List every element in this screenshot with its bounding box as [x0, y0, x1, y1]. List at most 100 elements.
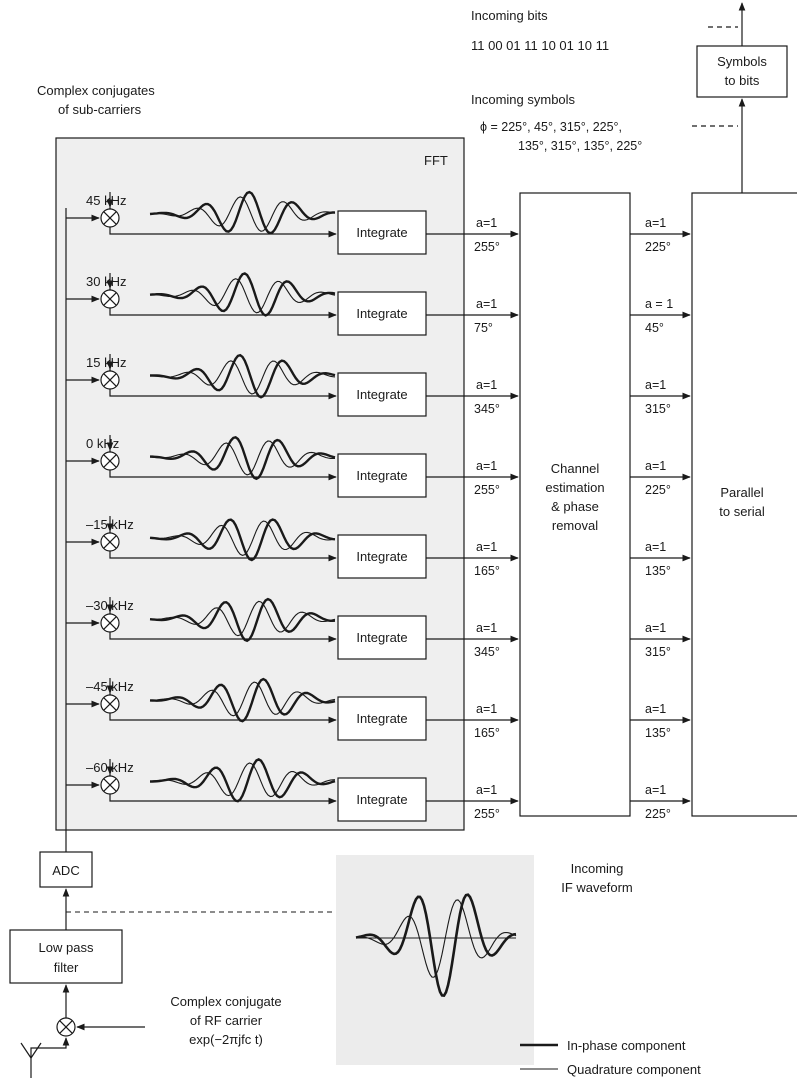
output-phase: 225°: [645, 240, 671, 254]
symbols-block-line-2: to bits: [725, 73, 760, 88]
antenna-icon: [20, 1042, 42, 1078]
mixer-output-line: [109, 632, 337, 643]
input-phase: 165°: [474, 726, 500, 740]
if-waveform-line-2: IF waveform: [561, 880, 633, 895]
phase-list-line-1: ϕ = 225°, 45°, 315°, 225°,: [480, 120, 622, 134]
input-amplitude: a=1: [476, 783, 497, 797]
in-phase-waveform: [150, 758, 336, 803]
input-phase: 255°: [474, 807, 500, 821]
quadrature-waveform: [149, 196, 336, 232]
mixer-output-line: [109, 794, 337, 805]
subcarrier-row: 45 kHz Integrate a=1 255° a=1 225°: [66, 190, 691, 255]
lpf-label-line-1: Low pass: [39, 940, 94, 955]
integrate-label: Integrate: [356, 225, 407, 240]
input-amplitude: a=1: [476, 378, 497, 392]
mixer-icon: [100, 775, 120, 795]
in-phase-waveform: [149, 677, 336, 723]
integrate-block: [337, 777, 427, 822]
mixer-icon: [100, 451, 120, 471]
subcarrier-frequency: 45 kHz: [86, 193, 126, 208]
input-amplitude: a=1: [476, 459, 497, 473]
output-amplitude: a = 1: [645, 297, 673, 311]
output-amplitude: a=1: [645, 378, 666, 392]
incoming-bits-label: Incoming bits: [471, 8, 548, 23]
in-phase-waveform: [150, 353, 336, 399]
channel-block-line-4: removal: [552, 518, 598, 533]
output-amplitude: a=1: [645, 621, 666, 635]
input-phase: 345°: [474, 402, 500, 416]
subcarrier-frequency: 30 kHz: [86, 274, 126, 289]
subcarrier-row: 0 kHz Integrate a=1 255° a=1 225°: [66, 435, 691, 498]
in-phase-waveform: [149, 597, 336, 643]
subcarrier-frequency: 15 kHz: [86, 355, 126, 370]
output-phase: 225°: [645, 807, 671, 821]
subcarrier-frequency: 0 kHz: [86, 436, 119, 451]
in-phase-waveform: [149, 272, 336, 317]
mixer-output-line: [109, 551, 337, 562]
subcarrier-row: 15 kHz Integrate a=1 345° a=1 315°: [66, 353, 691, 417]
quadrature-waveform: [149, 360, 336, 395]
lpf-label-line-2: filter: [54, 960, 79, 975]
integrate-label: Integrate: [356, 387, 407, 402]
integrate-label: Integrate: [356, 306, 407, 321]
output-amplitude: a=1: [645, 783, 666, 797]
input-phase: 255°: [474, 483, 500, 497]
input-phase: 255°: [474, 240, 500, 254]
mixer-output-line: [109, 470, 337, 481]
parallel-block-line-1: Parallel: [720, 485, 763, 500]
channel-block-line-3: & phase: [551, 499, 599, 514]
mixer-icon: [100, 694, 120, 714]
output-phase: 45°: [645, 321, 664, 335]
integrate-label: Integrate: [356, 549, 407, 564]
if-waveform-panel: [336, 855, 534, 1065]
input-phase: 75°: [474, 321, 493, 335]
output-amplitude: a=1: [645, 216, 666, 230]
output-phase: 225°: [645, 483, 671, 497]
quadrature-waveform: [150, 278, 336, 314]
phase-list-line-2: 135°, 315°, 135°, 225°: [518, 139, 642, 153]
mixer-icon: [100, 289, 120, 309]
low-pass-filter-block: [9, 929, 123, 984]
integrate-block: [337, 210, 427, 255]
symbols-block-line-1: Symbols: [717, 54, 767, 69]
input-amplitude: a=1: [476, 216, 497, 230]
input-amplitude: a=1: [476, 540, 497, 554]
subcarrier-row: 30 kHz Integrate a=1 75° a = 1 45°: [66, 272, 691, 336]
incoming-bits-value: 11 00 01 11 10 01 10 11: [471, 38, 609, 53]
quadrature-waveform: [150, 600, 336, 637]
in-phase-waveform: [149, 190, 336, 235]
if-quadrature-waveform: [355, 899, 517, 978]
integrate-block: [337, 696, 427, 741]
mixer-output-line: [109, 227, 337, 238]
integrate-block: [337, 372, 427, 417]
mixer-icon: [100, 613, 120, 633]
output-phase: 135°: [645, 564, 671, 578]
rf-mixer-icon: [56, 1017, 76, 1037]
legend-quadrature-label: Quadrature component: [567, 1062, 701, 1077]
quadrature-waveform: [149, 440, 336, 476]
channel-block-line-1: Channel: [551, 461, 600, 476]
channel-block-line-2: estimation: [545, 480, 604, 495]
channel-estimation-block: [519, 192, 631, 817]
input-phase: 345°: [474, 645, 500, 659]
quadrature-waveform: [149, 762, 336, 798]
output-amplitude: a=1: [645, 702, 666, 716]
fft-label: FFT: [424, 153, 448, 168]
output-amplitude: a=1: [645, 540, 666, 554]
integrate-label: Integrate: [356, 711, 407, 726]
incoming-symbols-label: Incoming symbols: [471, 92, 576, 107]
integrate-label: Integrate: [356, 792, 407, 807]
antenna-to-mixer-line: [30, 1037, 70, 1056]
integrate-block: [337, 534, 427, 579]
parallel-to-serial-block: [691, 192, 797, 817]
adc-label: ADC: [52, 863, 79, 878]
in-phase-waveform: [150, 435, 336, 481]
if-waveform-line-1: Incoming: [571, 861, 624, 876]
mixer-icon: [100, 208, 120, 228]
integrate-label: Integrate: [356, 468, 407, 483]
symbols-to-bits-block: [696, 45, 788, 98]
output-amplitude: a=1: [645, 459, 666, 473]
mixer-output-line: [109, 713, 337, 724]
